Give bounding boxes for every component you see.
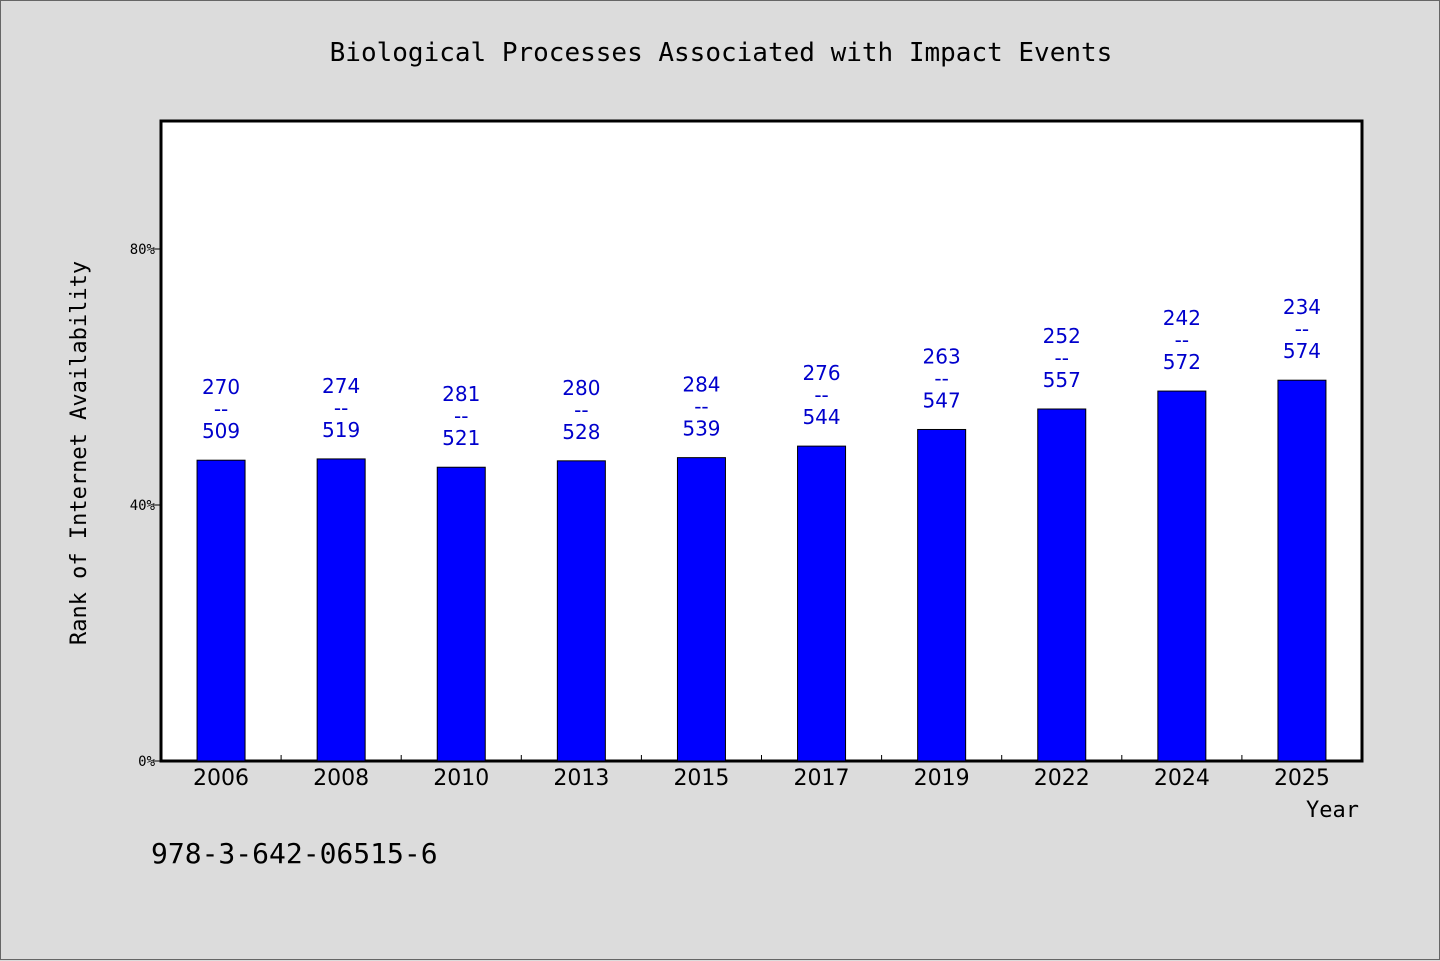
bar: [436, 466, 486, 762]
data-label-numerator: 281: [442, 382, 480, 406]
x-tick-label: 2024: [1154, 766, 1210, 791]
data-label-separator: --: [934, 366, 948, 390]
data-label-separator: --: [814, 383, 828, 407]
y-tick-label: 80%: [130, 242, 156, 258]
bar: [1277, 379, 1327, 762]
bar: [917, 428, 967, 762]
data-label-numerator: 276: [802, 361, 840, 385]
x-tick-label: 2008: [313, 766, 369, 791]
bar: [797, 445, 847, 762]
data-label-numerator: 270: [202, 375, 240, 399]
bar: [1157, 390, 1207, 762]
x-tick-label: 2022: [1034, 766, 1090, 791]
data-label-denominator: 539: [682, 417, 720, 441]
x-tick-label: 2006: [193, 766, 249, 791]
bars-group: 270--509274--519281--521280--528284--539…: [196, 295, 1327, 762]
data-label-separator: --: [1295, 317, 1309, 341]
data-label-separator: --: [694, 395, 708, 419]
x-axis-title: Year: [1306, 798, 1359, 823]
data-label-denominator: 528: [562, 420, 600, 444]
x-tick-label: 2019: [914, 766, 970, 791]
bar: [1037, 408, 1087, 762]
x-tick-label: 2015: [673, 766, 729, 791]
data-label-separator: --: [574, 398, 588, 422]
data-label-separator: --: [454, 404, 468, 428]
y-axis: 0% 40% 80%: [130, 242, 161, 770]
x-axis: 2006 2008 2010 2013 2015 2017 2019 2022 2024 2025: [193, 755, 1330, 791]
data-label-denominator: 521: [442, 426, 480, 450]
data-label-separator: --: [1175, 328, 1189, 352]
data-label-numerator: 284: [682, 373, 720, 397]
chart-title: Biological Processes Associated with Imp…: [330, 38, 1113, 68]
isbn-footnote: 978-3-642-06515-6: [151, 837, 438, 870]
data-label-numerator: 242: [1163, 306, 1201, 330]
data-label-separator: --: [1055, 346, 1069, 370]
x-tick-label: 2025: [1274, 766, 1330, 791]
y-tick-label: 0%: [138, 754, 155, 770]
bar: [676, 457, 726, 762]
data-label-separator: --: [214, 397, 228, 421]
data-label-separator: --: [334, 396, 348, 420]
bar: [556, 460, 606, 762]
data-label-numerator: 234: [1283, 295, 1321, 319]
bar: [316, 458, 366, 762]
x-tick-label: 2017: [794, 766, 850, 791]
data-label-numerator: 263: [923, 344, 961, 368]
data-label-numerator: 280: [562, 376, 600, 400]
data-label-denominator: 519: [322, 418, 360, 442]
data-label-denominator: 572: [1163, 350, 1201, 374]
x-tick-label: 2013: [553, 766, 609, 791]
bar: [196, 459, 246, 762]
data-label-denominator: 544: [802, 405, 840, 429]
x-tick-label: 2010: [433, 766, 489, 791]
y-tick-label: 40%: [130, 498, 156, 514]
data-label-numerator: 252: [1043, 324, 1081, 348]
data-label-denominator: 557: [1043, 368, 1081, 392]
y-axis-title: Rank of Internet Availability: [67, 261, 92, 645]
data-label-denominator: 509: [202, 419, 240, 443]
data-label-denominator: 574: [1283, 339, 1321, 363]
data-label-numerator: 274: [322, 374, 360, 398]
data-label-denominator: 547: [923, 388, 961, 412]
